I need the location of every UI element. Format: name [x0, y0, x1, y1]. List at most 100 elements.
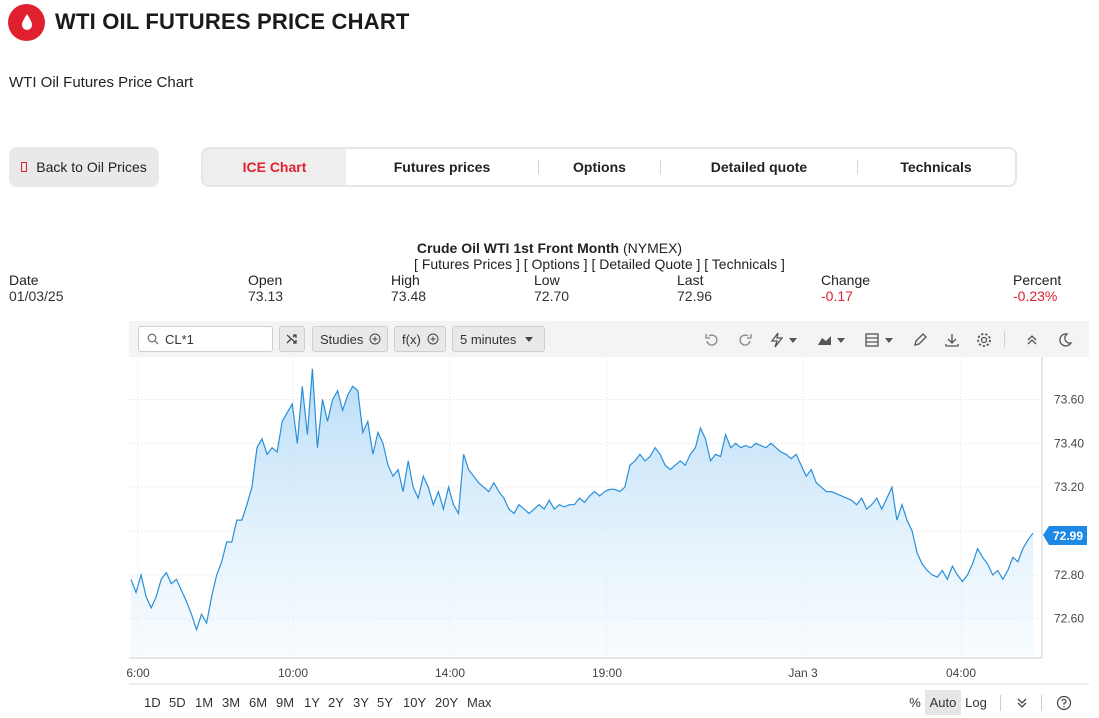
time-range-bar: 1D 5D 1M 3M 6M 9M 1Y 2Y 3Y 5Y 10Y 20Y Ma…	[129, 690, 1089, 716]
help-icon[interactable]	[1053, 690, 1075, 715]
symbol-search-input[interactable]: CL*1	[138, 326, 273, 352]
high-label: High	[391, 272, 420, 288]
page-subtitle: WTI Oil Futures Price Chart	[9, 74, 194, 91]
chart-type-icon[interactable]	[815, 330, 849, 350]
price-line	[130, 368, 1034, 632]
search-icon	[147, 333, 159, 345]
x-tick-label: 14:00	[435, 666, 465, 680]
studies-button[interactable]: Studies	[312, 326, 388, 352]
back-button-label: Back to Oil Prices	[36, 159, 147, 175]
page-header: WTI OIL FUTURES PRICE CHART	[8, 3, 410, 41]
fx-label: f(x)	[402, 331, 421, 347]
open-value: 73.13	[248, 288, 284, 304]
range-20y-button[interactable]: 20Y	[435, 695, 459, 710]
tab-separator	[660, 160, 661, 174]
range-bar-separator	[1000, 695, 1001, 711]
chart-tabs: ICE Chart Futures prices Options Detaile…	[201, 147, 1017, 187]
y-axis-ticks: 73.60 73.40 73.20 72.80 72.60	[1054, 392, 1084, 625]
quote-links[interactable]: [ Futures Prices ] [ Options ] [ Detaile…	[414, 256, 785, 272]
plus-circle-icon	[369, 333, 381, 345]
instrument-name: Crude Oil WTI 1st Front Month	[416, 240, 620, 256]
redo-icon[interactable]	[735, 330, 755, 350]
x-tick-label: Jan 3	[788, 666, 818, 680]
quote-low: Low 72.70	[534, 272, 569, 304]
templates-icon[interactable]	[863, 330, 897, 350]
change-value: -0.17	[821, 288, 853, 304]
tab-separator	[857, 160, 858, 174]
instrument-title: Crude Oil WTI 1st Front Month (NYMEX)	[0, 240, 1099, 256]
interval-select[interactable]: 5 minutes	[452, 326, 545, 352]
tab-detailed-quote[interactable]: Detailed quote	[710, 159, 808, 175]
dark-mode-moon-icon[interactable]	[1055, 330, 1075, 350]
percent-value: -0.23%	[1013, 288, 1058, 304]
chart-toolbar: CL*1 Studies f(x) 5 minutes	[129, 321, 1089, 357]
high-value: 73.48	[391, 288, 427, 304]
log-scale-button[interactable]: Log	[965, 695, 987, 710]
quote-open: Open 73.13	[248, 272, 283, 304]
y-tick-label: 73.60	[1054, 392, 1084, 406]
percent-label: Percent	[1013, 272, 1062, 288]
range-6m-button[interactable]: 6M	[249, 695, 268, 710]
draw-pencil-icon[interactable]	[910, 330, 930, 350]
range-5d-button[interactable]: 5D	[169, 695, 186, 710]
quote-date: Date 01/03/25	[9, 272, 64, 304]
instrument-exchange: (NYMEX)	[622, 240, 683, 256]
range-bar-separator	[1041, 695, 1042, 711]
tab-technicals[interactable]: Technicals	[900, 159, 972, 175]
range-2y-button[interactable]: 2Y	[328, 695, 344, 710]
percent-scale-button[interactable]: %	[909, 695, 921, 710]
current-price-label: 72.99	[1053, 529, 1083, 543]
date-value: 01/03/25	[9, 288, 64, 304]
tab-futures-prices[interactable]: Futures prices	[393, 159, 491, 175]
shuffle-icon	[286, 334, 297, 344]
range-1d-button[interactable]: 1D	[144, 695, 161, 710]
expand-down-icon[interactable]	[1011, 690, 1033, 715]
range-3m-button[interactable]: 3M	[222, 695, 241, 710]
page-title: WTI OIL FUTURES PRICE CHART	[55, 9, 410, 34]
interval-label: 5 minutes	[460, 331, 517, 347]
date-label: Date	[9, 272, 39, 288]
fx-button[interactable]: f(x)	[394, 326, 446, 352]
x-tick-label: 19:00	[592, 666, 622, 680]
y-tick-label: 72.80	[1054, 568, 1084, 582]
open-label: Open	[248, 272, 283, 288]
x-tick-label: 04:00	[946, 666, 976, 680]
symbol-value: CL*1	[165, 331, 194, 347]
last-value: 72.96	[677, 288, 713, 304]
compare-button[interactable]	[279, 326, 305, 352]
y-tick-label: 73.40	[1054, 436, 1084, 450]
tab-options[interactable]: Options	[573, 159, 626, 175]
range-9m-button[interactable]: 9M	[276, 695, 295, 710]
y-tick-label: 73.20	[1054, 480, 1084, 494]
download-icon[interactable]	[942, 330, 962, 350]
change-label: Change	[821, 272, 871, 288]
low-label: Low	[534, 272, 560, 288]
price-area-fill	[131, 368, 1033, 656]
range-max-button[interactable]: Max	[467, 695, 492, 710]
settings-gear-icon[interactable]	[974, 330, 994, 350]
auto-scale-button[interactable]: Auto	[925, 690, 961, 715]
range-1m-button[interactable]: 1M	[195, 695, 214, 710]
range-5y-button[interactable]: 5Y	[377, 695, 393, 710]
plus-circle-icon	[427, 333, 439, 345]
range-1y-button[interactable]: 1Y	[304, 695, 320, 710]
back-to-oil-prices-button[interactable]: Back to Oil Prices	[9, 147, 159, 187]
quote-change: Change -0.17	[821, 272, 870, 304]
back-icon	[21, 162, 28, 172]
tab-ice-chart[interactable]: ICE Chart	[203, 149, 346, 185]
tab-separator	[538, 160, 539, 174]
studies-label: Studies	[320, 331, 364, 347]
events-lightning-icon[interactable]	[767, 330, 801, 350]
quote-last: Last 72.96	[677, 272, 712, 304]
current-price-marker: 72.99	[1043, 526, 1087, 545]
oil-drop-icon	[8, 3, 45, 41]
caret-down-icon	[525, 336, 534, 342]
y-tick-label: 72.60	[1054, 612, 1084, 626]
range-3y-button[interactable]: 3Y	[353, 695, 369, 710]
range-10y-button[interactable]: 10Y	[403, 695, 427, 710]
undo-icon[interactable]	[702, 330, 722, 350]
quote-high: High 73.48	[391, 272, 426, 304]
collapse-up-icon[interactable]	[1022, 330, 1042, 350]
x-axis-ticks: 6:00 10:00 14:00 19:00 Jan 3 04:00	[126, 666, 976, 680]
